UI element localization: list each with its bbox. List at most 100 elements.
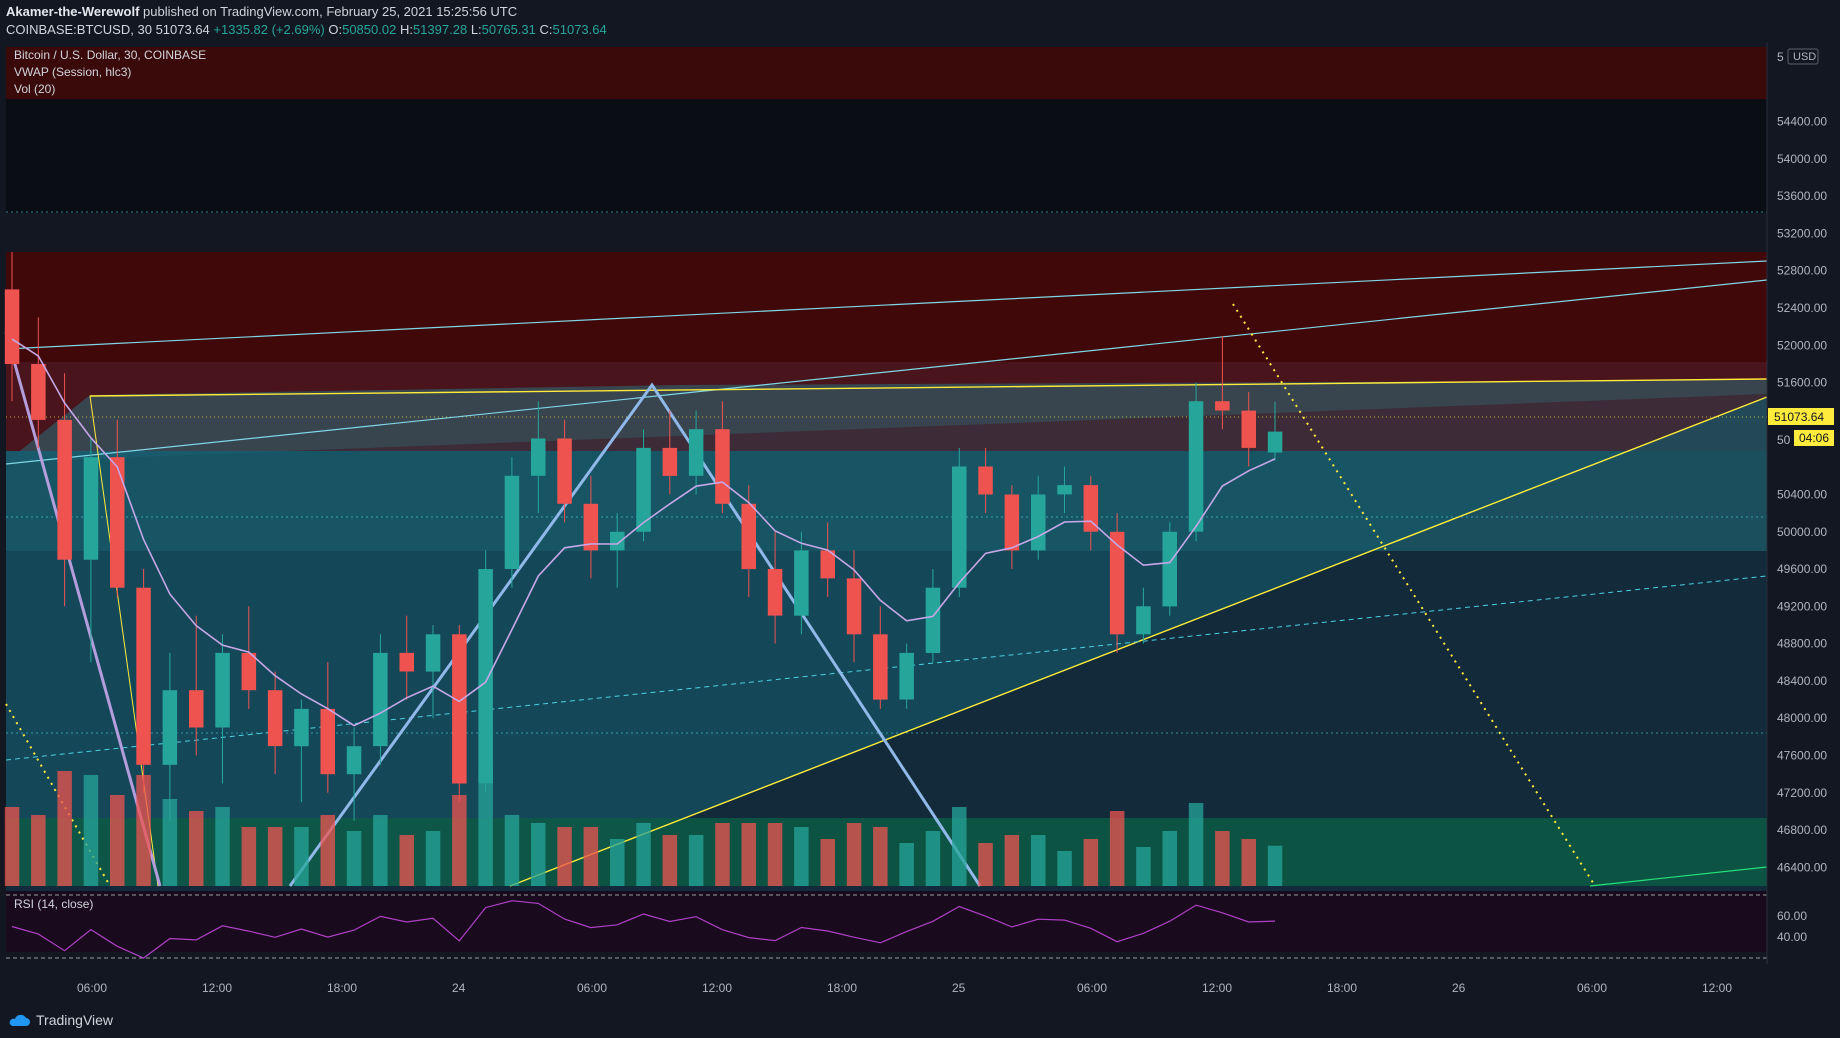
time-axis[interactable] (0, 964, 1840, 1004)
volume-bar-28 (741, 823, 756, 886)
candle-39[interactable] (1031, 494, 1046, 551)
volume-bar-34 (899, 843, 914, 886)
candle-44[interactable] (1162, 531, 1178, 607)
candle-42[interactable] (1109, 531, 1125, 635)
price-badge (1768, 408, 1834, 425)
candle-47[interactable] (1241, 410, 1257, 448)
candle-16[interactable] (425, 634, 441, 672)
price-tick-10: 50000.00 (1777, 525, 1827, 539)
candle-45[interactable] (1188, 401, 1204, 532)
rsi-line (11, 900, 1276, 959)
candle-30[interactable] (794, 550, 809, 616)
tradingview-logo[interactable]: TradingView (8, 1012, 113, 1028)
candle-4[interactable] (110, 457, 125, 588)
upper-channel-line[interactable] (5, 260, 1768, 350)
candle-31[interactable] (820, 550, 836, 579)
candle-13[interactable] (346, 746, 362, 775)
candles[interactable] (4, 252, 1283, 821)
volume-bar-48 (1267, 845, 1283, 886)
candle-25[interactable] (662, 447, 678, 476)
candle-33[interactable] (873, 634, 888, 700)
candle-24[interactable] (636, 447, 651, 532)
candle-37[interactable] (978, 466, 993, 495)
candle-15[interactable] (399, 652, 415, 672)
candle-18[interactable] (478, 569, 493, 784)
vol-legend[interactable]: Vol (20) (14, 82, 55, 96)
price-axis[interactable] (1767, 42, 1840, 1004)
candle-27[interactable] (715, 429, 730, 504)
candle-11[interactable] (294, 708, 309, 747)
rsi-legend[interactable]: RSI (14, close) (14, 897, 93, 911)
header: Akamer-the-Werewolf published on Trading… (0, 0, 1840, 42)
volume-bar-15 (399, 835, 414, 886)
high-value: 51397.28 (412, 22, 468, 37)
candle-5[interactable] (136, 587, 151, 765)
candle-26[interactable] (688, 429, 704, 476)
time-ticks: 06:00 12:00 18:00 24 06:00 12:00 18:00 25 06:00 1… (77, 981, 1732, 995)
price-tick-17: 47200.00 (1777, 786, 1827, 800)
currency-label[interactable]: USD (1793, 51, 1816, 63)
price-chart[interactable]: Bitcoin / U.S. Dollar, 30, COINBASE VWAP… (0, 42, 1840, 1004)
candle-35[interactable] (925, 587, 941, 653)
time-tick-9: 12:00 (1202, 981, 1232, 995)
zigzag-pattern[interactable] (288, 382, 982, 887)
candle-20[interactable] (531, 438, 546, 476)
price-change: +1335.82 (+2.69%) (213, 22, 325, 37)
candle-22[interactable] (583, 503, 599, 551)
volume-bar-2 (57, 771, 72, 886)
publish-info: published on TradingView.com, February 2… (143, 4, 518, 19)
candle-17[interactable] (452, 634, 467, 784)
candle-34[interactable] (899, 652, 914, 700)
candle-12[interactable] (320, 708, 336, 775)
volume-bar-16 (425, 831, 441, 886)
volume-bar-37 (978, 843, 993, 886)
candle-9[interactable] (241, 652, 257, 691)
candle-46[interactable] (1215, 401, 1230, 411)
price-axis-partial: 50 (1777, 433, 1791, 447)
candle-7[interactable] (189, 690, 204, 728)
price-tick-2: 53600.00 (1777, 189, 1827, 203)
currency-button[interactable] (1787, 48, 1819, 65)
time-tick-6: 18:00 (827, 981, 857, 995)
candle-8[interactable] (215, 652, 230, 728)
candle-2[interactable] (57, 419, 72, 560)
candle-14[interactable] (373, 652, 388, 747)
candle-32[interactable] (846, 578, 862, 635)
vwap-legend[interactable]: VWAP (Session, hlc3) (14, 65, 131, 79)
chart-title[interactable]: Bitcoin / U.S. Dollar, 30, COINBASE (14, 48, 206, 62)
resistance-line[interactable] (89, 378, 1768, 397)
publish-line: Akamer-the-Werewolf published on Trading… (6, 4, 517, 19)
candle-19[interactable] (504, 475, 520, 569)
candle-28[interactable] (741, 503, 757, 570)
candle-3[interactable] (83, 457, 99, 560)
price-tick-6: 52000.00 (1777, 338, 1827, 352)
rsi-ticks: 60.00 40.00 (1777, 909, 1807, 944)
rsi-pane[interactable] (6, 891, 1767, 952)
volume-bar-4 (110, 795, 125, 886)
volume-bar-26 (688, 835, 704, 886)
symbol: COINBASE:BTCUSD, 30 (6, 22, 152, 37)
candle-36[interactable] (952, 466, 967, 588)
volume-bar-1 (31, 815, 46, 886)
price-tick-16: 47600.00 (1777, 749, 1827, 763)
candle-41[interactable] (1083, 485, 1099, 532)
descending-leg[interactable] (4, 331, 162, 887)
candle-43[interactable] (1136, 606, 1151, 635)
candle-6[interactable] (162, 690, 178, 765)
volume-bar-43 (1136, 847, 1151, 886)
candle-40[interactable] (1057, 485, 1072, 495)
price-tick-12: 49200.00 (1777, 599, 1827, 613)
author-name[interactable]: Akamer-the-Werewolf (6, 4, 140, 19)
mid-channel-line[interactable] (5, 279, 1768, 465)
candle-48[interactable] (1267, 431, 1283, 453)
candle-38[interactable] (1004, 494, 1020, 551)
price-axis-top: 5 (1777, 50, 1784, 64)
candle-29[interactable] (767, 569, 783, 616)
volume-bar-3 (83, 775, 99, 886)
candle-1[interactable] (31, 364, 46, 420)
candle-10[interactable] (267, 690, 283, 747)
candle-23[interactable] (610, 531, 625, 551)
vwap-line[interactable] (11, 338, 1276, 727)
candle-21[interactable] (557, 438, 572, 504)
candle-0[interactable] (4, 289, 20, 364)
